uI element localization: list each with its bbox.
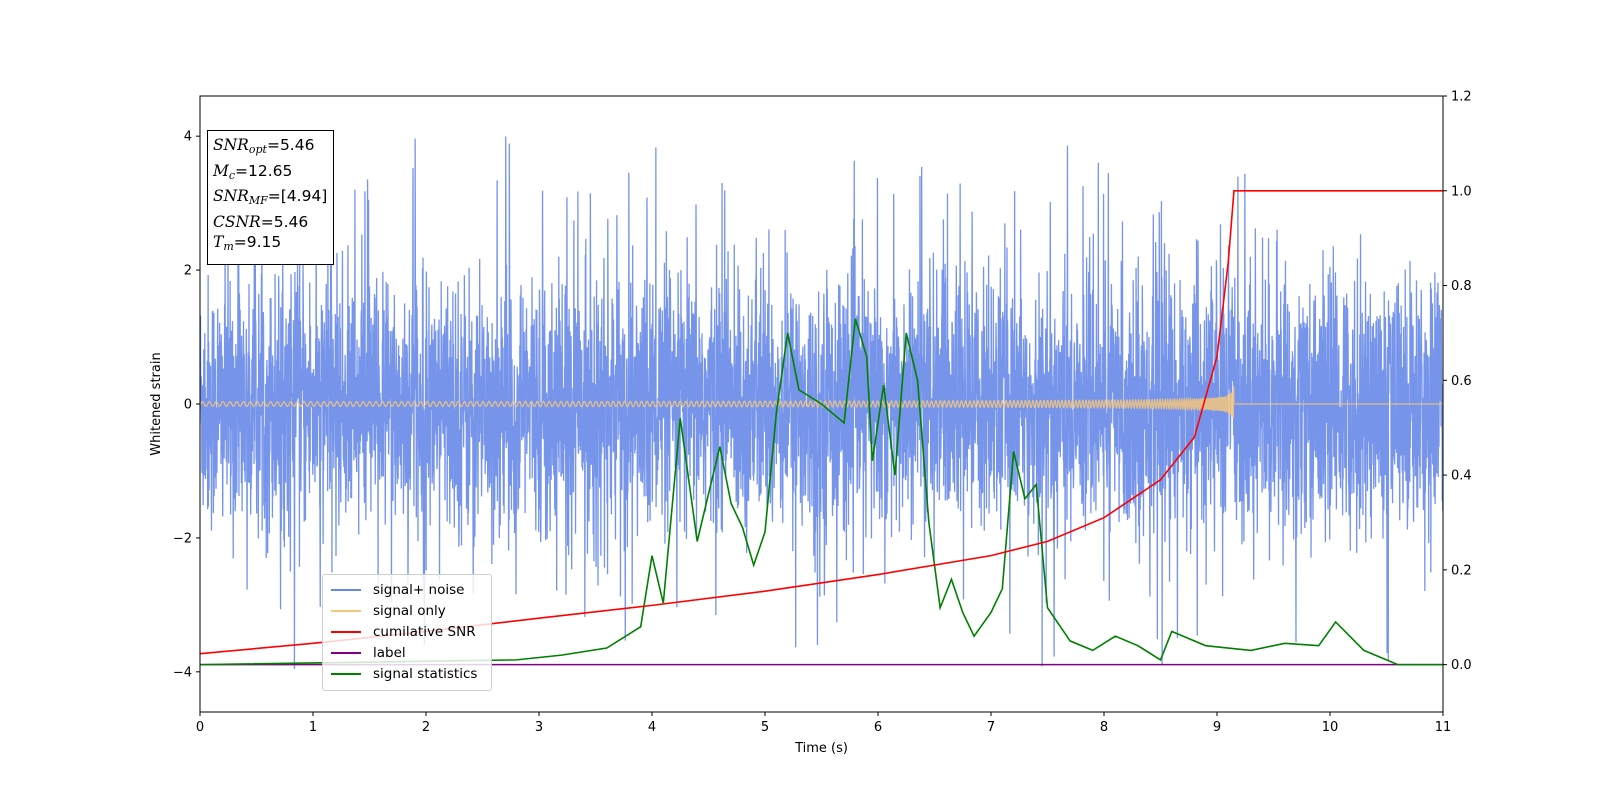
y2-tick-label: 0.8 xyxy=(1451,279,1472,294)
x-tick-label: 11 xyxy=(1435,720,1452,735)
x-tick-label: 10 xyxy=(1322,720,1339,735)
metrics-annotation-box: SNRopt=5.46 Mc=12.65 SNRMF=[4.94] CSNR=5… xyxy=(207,130,335,265)
legend-label: signal+ noise xyxy=(373,581,465,598)
y-axis-label: Whitened strain xyxy=(149,352,164,455)
legend-item: signal+ noise xyxy=(331,579,485,600)
merger-time-line: Tm=9.15 xyxy=(213,233,282,253)
x-tick-label: 9 xyxy=(1213,720,1221,735)
y-tick-label: 4 xyxy=(184,130,192,145)
x-tick-label: 0 xyxy=(196,720,204,735)
chirp-mass-line: Mc=12.65 xyxy=(213,161,293,182)
y-tick-label: 0 xyxy=(184,398,192,413)
x-tick-label: 5 xyxy=(761,720,769,735)
x-tick-label: 4 xyxy=(648,720,656,735)
legend-swatch xyxy=(331,672,361,675)
y2-tick-label: 0.6 xyxy=(1451,374,1472,389)
legend-swatch xyxy=(331,651,361,654)
legend-swatch xyxy=(331,588,361,591)
y2-tick-label: 1.2 xyxy=(1451,90,1472,105)
x-axis-label: Time (s) xyxy=(794,741,848,756)
y2-tick-label: 0.0 xyxy=(1451,658,1472,673)
x-tick-label: 1 xyxy=(309,720,317,735)
csnr-line: CSNR=5.46 xyxy=(213,212,309,231)
x-tick-label: 2 xyxy=(422,720,430,735)
legend-label: signal only xyxy=(373,602,446,619)
x-tick-label: 7 xyxy=(987,720,995,735)
y2-tick-label: 0.4 xyxy=(1451,469,1472,484)
x-tick-label: 3 xyxy=(535,720,543,735)
legend-item: signal statistics xyxy=(331,663,485,684)
y-tick-label: −4 xyxy=(173,665,192,680)
legend: signal+ noise signal only cumilative SNR… xyxy=(322,574,492,691)
legend-label: signal statistics xyxy=(373,665,478,682)
legend-swatch xyxy=(331,630,361,633)
legend-item: cumilative SNR xyxy=(331,621,485,642)
legend-label: label xyxy=(373,644,406,661)
legend-item: signal only xyxy=(331,600,485,621)
signal-statistics-line xyxy=(200,318,1443,666)
snr-opt-line: SNRopt=5.46 xyxy=(213,136,315,156)
x-tick-label: 8 xyxy=(1100,720,1108,735)
y-tick-label: 2 xyxy=(184,264,192,279)
x-tick-label: 6 xyxy=(874,720,882,735)
legend-label: cumilative SNR xyxy=(373,623,476,640)
legend-item: label xyxy=(331,642,485,663)
y2-tick-label: 0.2 xyxy=(1451,563,1472,578)
snr-mf-line: SNRMF=[4.94] xyxy=(213,187,328,207)
y2-tick-label: 1.0 xyxy=(1451,184,1472,199)
legend-swatch xyxy=(331,609,361,612)
y-tick-label: −2 xyxy=(173,531,192,546)
signal-noise-line xyxy=(200,136,1443,669)
